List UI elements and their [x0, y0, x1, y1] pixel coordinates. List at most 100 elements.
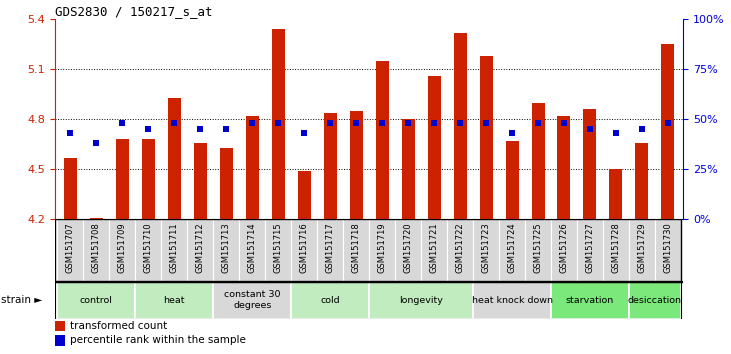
Text: percentile rank within the sample: percentile rank within the sample	[70, 335, 246, 345]
Bar	[629, 219, 655, 281]
Text: GSM151711: GSM151711	[170, 223, 179, 273]
Text: GSM151723: GSM151723	[482, 223, 491, 273]
Bar	[421, 219, 447, 281]
Bar	[291, 281, 369, 319]
Text: GSM151712: GSM151712	[196, 223, 205, 273]
Text: GSM151719: GSM151719	[378, 223, 387, 273]
Bar	[317, 219, 343, 281]
Text: GSM151710: GSM151710	[144, 223, 153, 273]
Bar	[480, 56, 493, 219]
Bar	[655, 219, 681, 281]
Bar	[187, 219, 213, 281]
Point	[246, 121, 258, 126]
Bar	[58, 281, 135, 319]
Point	[325, 121, 336, 126]
Bar	[453, 33, 466, 219]
Bar	[58, 219, 83, 281]
Text: constant 30
degrees: constant 30 degrees	[224, 290, 281, 310]
Point	[221, 127, 232, 132]
Bar	[401, 120, 414, 219]
Bar	[83, 219, 110, 281]
Bar	[135, 219, 162, 281]
Point	[168, 121, 180, 126]
Bar	[395, 219, 421, 281]
Text: GSM151721: GSM151721	[430, 223, 439, 273]
Text: GSM151727: GSM151727	[586, 223, 594, 273]
Bar	[577, 219, 603, 281]
Text: control: control	[80, 296, 113, 304]
Point	[298, 131, 310, 136]
Bar	[324, 113, 337, 219]
Point	[610, 131, 622, 136]
Text: GSM151709: GSM151709	[118, 223, 127, 273]
Text: GSM151707: GSM151707	[66, 223, 75, 273]
Point	[143, 127, 154, 132]
Bar	[135, 281, 213, 319]
Point	[194, 127, 206, 132]
Text: GSM151715: GSM151715	[273, 223, 283, 273]
Text: GSM151725: GSM151725	[534, 223, 542, 273]
Bar	[90, 218, 103, 219]
Bar	[239, 219, 265, 281]
Bar	[291, 219, 317, 281]
Text: cold: cold	[320, 296, 340, 304]
Text: GSM151716: GSM151716	[300, 223, 308, 273]
Text: GSM151717: GSM151717	[326, 223, 335, 273]
Bar	[376, 61, 389, 219]
Point	[91, 141, 102, 146]
Bar	[506, 141, 518, 219]
Bar	[116, 139, 129, 219]
Point	[558, 121, 570, 126]
Text: GSM151718: GSM151718	[352, 223, 360, 273]
Bar	[55, 335, 65, 346]
Point	[662, 121, 674, 126]
Text: GSM151713: GSM151713	[221, 223, 231, 273]
Bar	[213, 219, 239, 281]
Text: GSM151728: GSM151728	[611, 223, 621, 273]
Point	[350, 121, 362, 126]
Bar	[64, 158, 77, 219]
Point	[506, 131, 518, 136]
Bar	[551, 281, 629, 319]
Text: GSM151729: GSM151729	[637, 223, 646, 273]
Bar	[142, 139, 155, 219]
Bar	[194, 143, 207, 219]
Text: heat: heat	[164, 296, 185, 304]
Bar	[558, 116, 570, 219]
Text: GSM151714: GSM151714	[248, 223, 257, 273]
Text: starvation: starvation	[566, 296, 614, 304]
Bar	[499, 219, 525, 281]
Point	[454, 121, 466, 126]
Point	[64, 131, 76, 136]
Bar	[265, 219, 291, 281]
Text: heat knock down: heat knock down	[471, 296, 553, 304]
Bar	[55, 321, 65, 331]
Text: longevity: longevity	[399, 296, 443, 304]
Bar	[447, 219, 473, 281]
Bar	[213, 281, 291, 319]
Bar	[473, 281, 551, 319]
Bar	[662, 45, 675, 219]
Text: GSM151722: GSM151722	[455, 223, 465, 273]
Text: GSM151708: GSM151708	[92, 223, 101, 273]
Bar	[551, 219, 577, 281]
Bar	[272, 29, 285, 219]
Text: GDS2830 / 150217_s_at: GDS2830 / 150217_s_at	[55, 5, 212, 18]
Bar	[531, 103, 545, 219]
Point	[584, 127, 596, 132]
Point	[273, 121, 284, 126]
Bar	[629, 281, 681, 319]
Bar	[246, 116, 259, 219]
Bar	[635, 143, 648, 219]
Bar	[343, 219, 369, 281]
Point	[428, 121, 440, 126]
Text: desiccation: desiccation	[628, 296, 682, 304]
Point	[532, 121, 544, 126]
Point	[480, 121, 492, 126]
Text: GSM151726: GSM151726	[559, 223, 569, 273]
Bar	[610, 170, 622, 219]
Text: transformed count: transformed count	[70, 321, 167, 331]
Bar	[298, 171, 311, 219]
Bar	[110, 219, 135, 281]
Bar	[168, 98, 181, 219]
